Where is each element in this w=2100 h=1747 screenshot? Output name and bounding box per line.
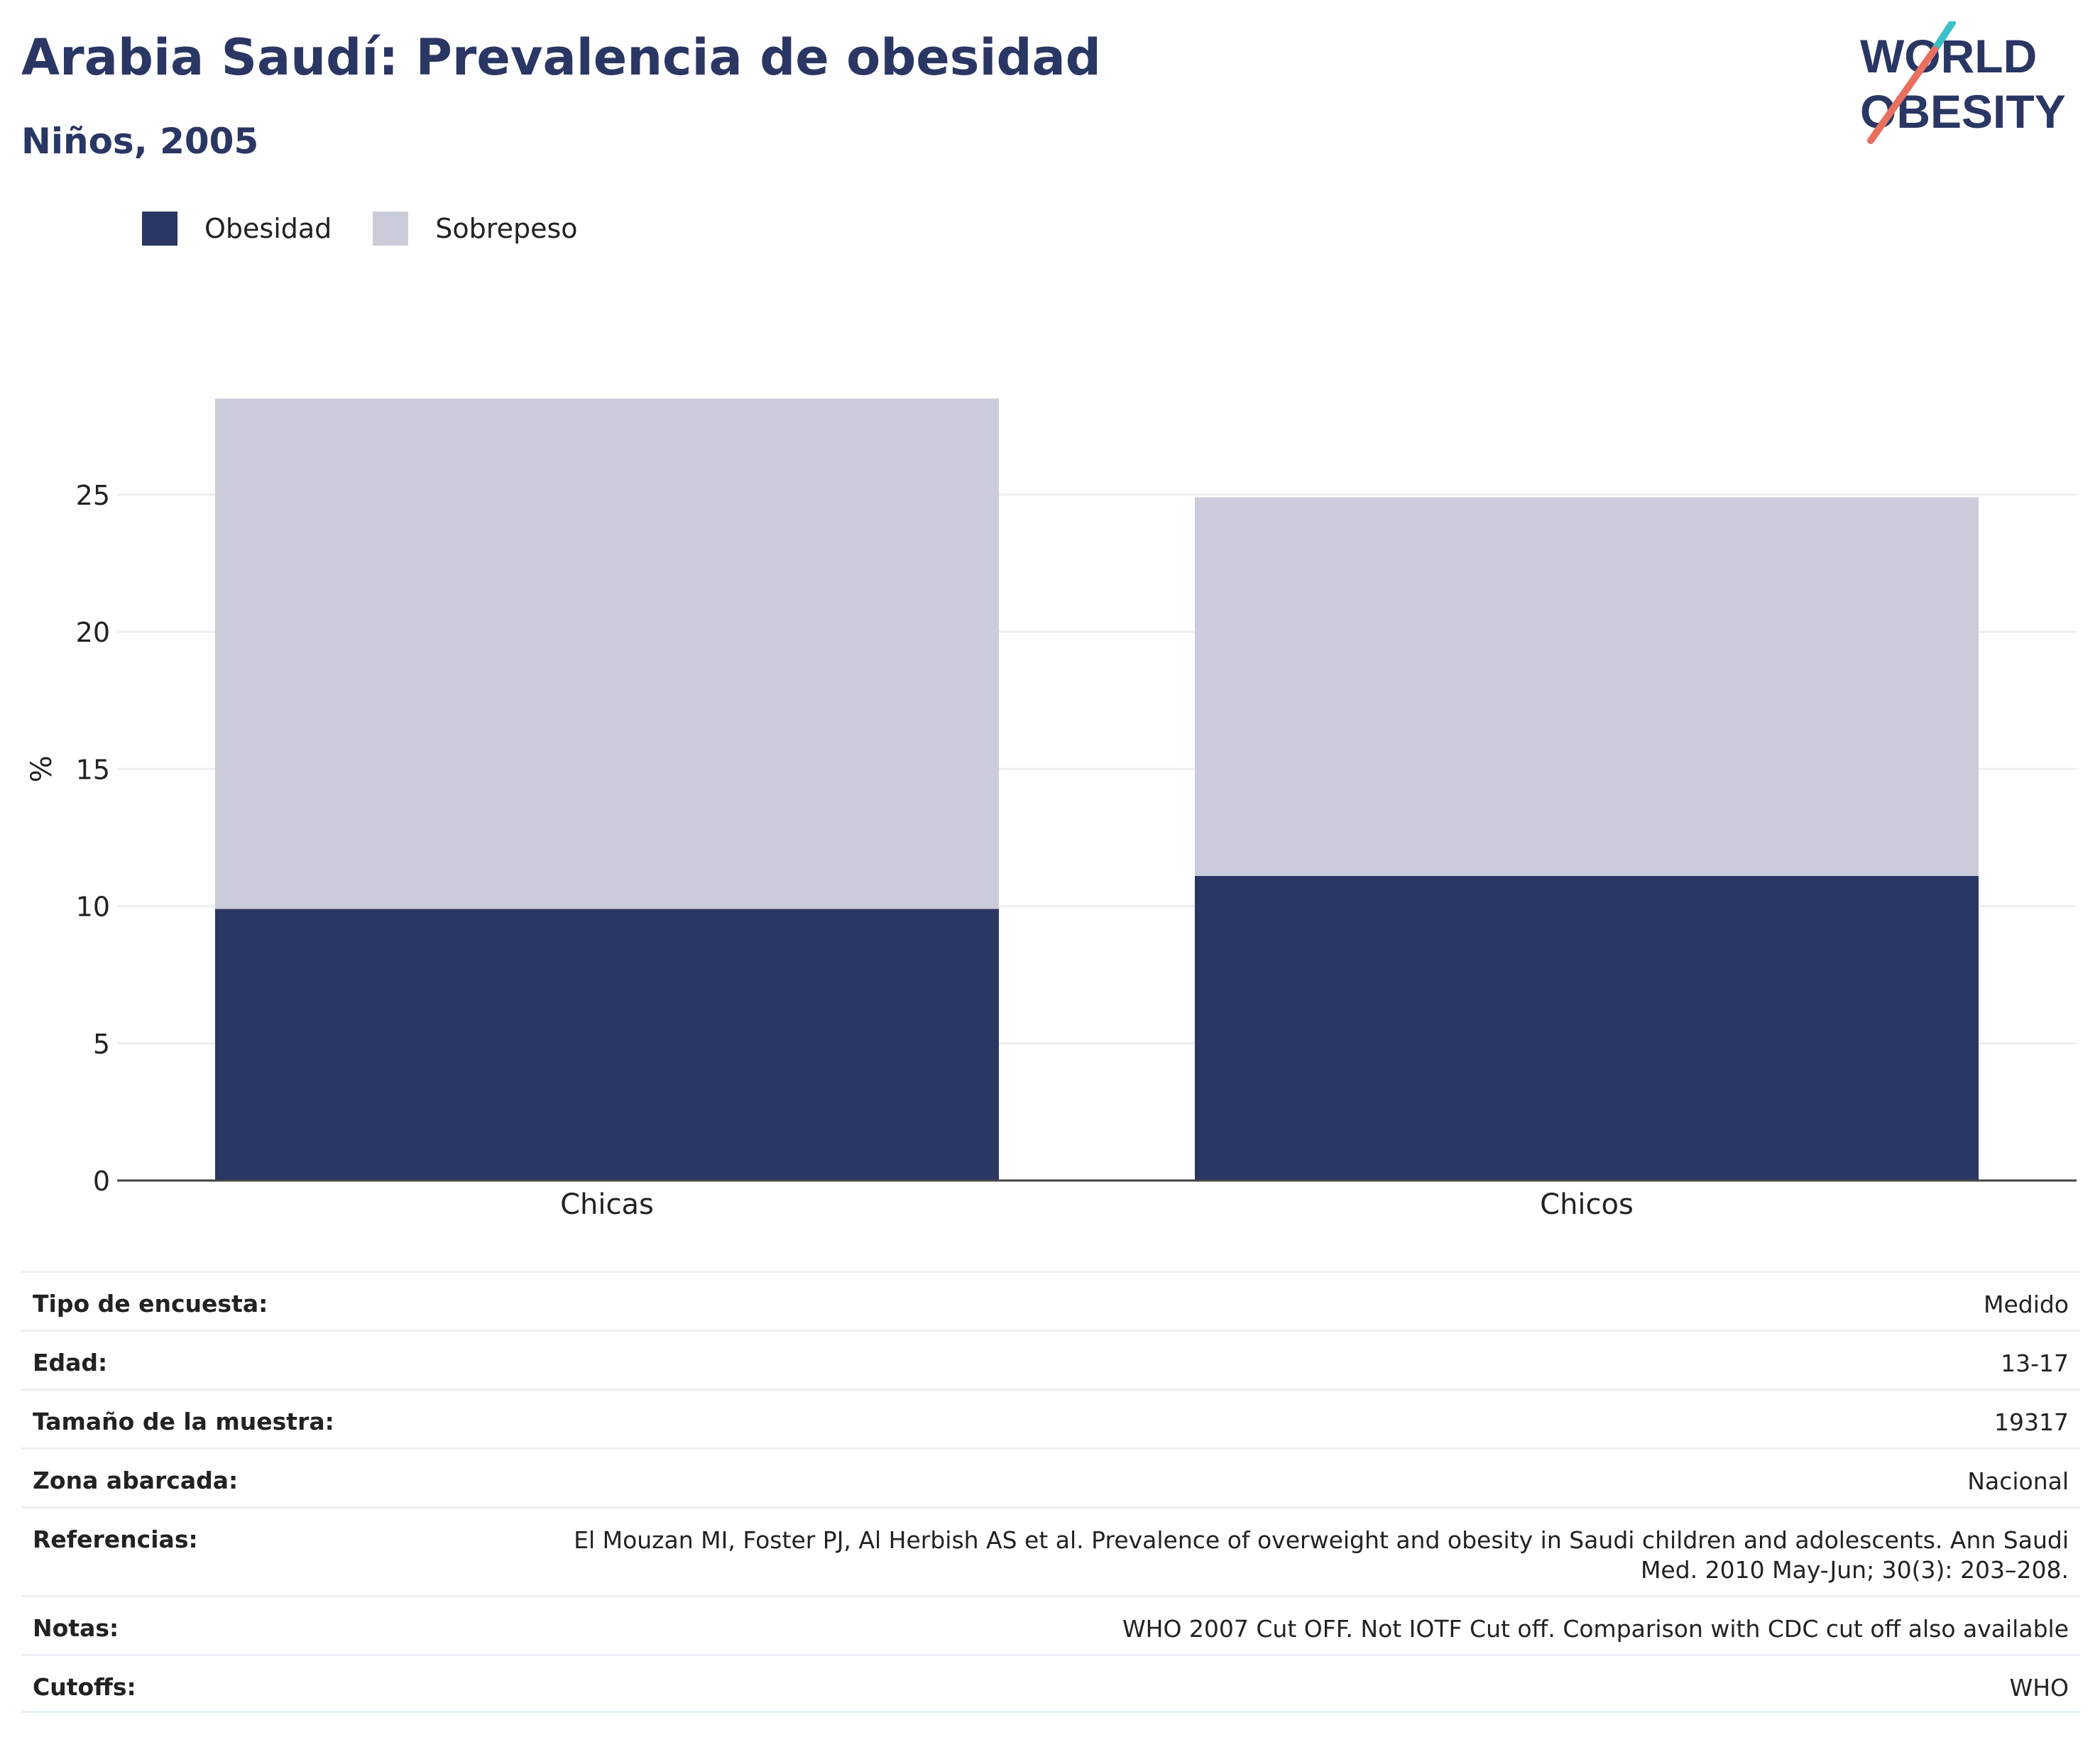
meta-key: Notas: bbox=[33, 1614, 119, 1642]
bar-chart: 0 5 10 15 20 25% Chicas Chicos bbox=[26, 398, 2077, 1221]
bar-sobrepeso-chicos bbox=[1195, 497, 1979, 876]
meta-row-notes: Notas: WHO 2007 Cut OFF. Not IOTF Cut of… bbox=[21, 1595, 2080, 1654]
meta-row-cutoffs: Cutoffs: WHO bbox=[21, 1654, 2080, 1713]
meta-value: WHO bbox=[2009, 1674, 2069, 1702]
chart-title: Arabia Saudí: Prevalencia de obesidad bbox=[21, 28, 1101, 87]
meta-row-age: Edad: 13-17 bbox=[21, 1330, 2080, 1389]
y-tick-label: 10 bbox=[76, 892, 110, 923]
legend-item-sobrepeso: Sobrepeso bbox=[373, 212, 578, 246]
meta-value: 19317 bbox=[1994, 1408, 2069, 1436]
legend-swatch-obesidad bbox=[142, 212, 177, 246]
x-tick-label: Chicas bbox=[560, 1188, 654, 1221]
meta-key: Referencias: bbox=[33, 1526, 198, 1553]
world-obesity-logo: WORLD OBESITY bbox=[1860, 21, 2066, 144]
meta-value: Medido bbox=[1983, 1291, 2069, 1318]
legend-item-obesidad: Obesidad bbox=[142, 212, 332, 246]
meta-value: Nacional bbox=[1967, 1467, 2069, 1495]
chart-subtitle: Niños, 2005 bbox=[21, 121, 259, 162]
meta-value: WHO 2007 Cut OFF. Not IOTF Cut off. Comp… bbox=[1122, 1615, 2069, 1643]
meta-key: Cutoffs: bbox=[33, 1673, 136, 1701]
meta-key: Tamaño de la muestra: bbox=[33, 1408, 334, 1435]
logo-line1: WORLD bbox=[1860, 30, 2037, 82]
metadata-table: Tipo de encuesta: Medido Edad: 13-17 Tam… bbox=[21, 1271, 2080, 1713]
y-tick-label: 15 bbox=[76, 754, 110, 785]
legend-label-sobrepeso: Sobrepeso bbox=[435, 213, 578, 244]
meta-row-references: Referencias: El Mouzan MI, Foster PJ, Al… bbox=[21, 1506, 2080, 1595]
bar-obesidad-chicos bbox=[1195, 875, 1979, 1181]
legend-label-obesidad: Obesidad bbox=[204, 213, 332, 244]
meta-row-area: Zona abarcada: Nacional bbox=[21, 1447, 2080, 1506]
y-tick-label: 0 bbox=[93, 1166, 110, 1197]
meta-row-sample-size: Tamaño de la muestra: 19317 bbox=[21, 1389, 2080, 1447]
y-tick-label: 25 bbox=[76, 480, 110, 511]
bar-sobrepeso-chicas bbox=[215, 398, 999, 909]
logo-slash-top bbox=[1931, 21, 1956, 53]
meta-key: Edad: bbox=[33, 1349, 108, 1376]
logo-slash-bottom bbox=[1867, 46, 1938, 144]
meta-key: Tipo de encuesta: bbox=[33, 1290, 268, 1318]
chart-legend: Obesidad Sobrepeso bbox=[142, 212, 619, 246]
x-tick-label: Chicos bbox=[1540, 1188, 1634, 1221]
meta-value: El Mouzan MI, Foster PJ, Al Herbish AS e… bbox=[574, 1526, 2069, 1584]
legend-swatch-sobrepeso bbox=[373, 212, 409, 246]
bar-obesidad-chicas bbox=[215, 909, 999, 1181]
meta-row-survey-type: Tipo de encuesta: Medido bbox=[21, 1271, 2080, 1330]
y-tick-label: 5 bbox=[93, 1029, 110, 1060]
meta-key: Zona abarcada: bbox=[33, 1467, 239, 1494]
y-axis-label: % bbox=[26, 755, 58, 782]
meta-value: 13-17 bbox=[2001, 1349, 2069, 1377]
y-tick-label: 20 bbox=[76, 617, 110, 648]
